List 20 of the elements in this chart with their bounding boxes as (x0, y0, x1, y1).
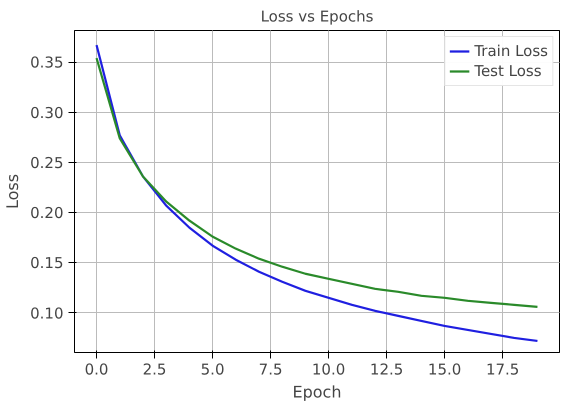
y-axis-title: Loss (3, 174, 22, 210)
chart-title: Loss vs Epochs (260, 8, 374, 26)
y-tick-label: 0.35 (30, 54, 64, 72)
x-tick-label: 12.5 (370, 360, 404, 378)
y-tick-label: 0.20 (30, 204, 64, 222)
legend-label: Train Loss (474, 42, 548, 60)
x-axis-title: Epoch (292, 382, 342, 402)
x-tick-label: 0.0 (84, 360, 108, 378)
x-tick-label: 10.0 (312, 360, 346, 378)
y-tick-label: 0.15 (30, 254, 64, 272)
x-tick-label: 15.0 (428, 360, 462, 378)
legend-label: Test Loss (474, 62, 542, 80)
x-tick-label: 2.5 (142, 360, 166, 378)
x-tick-label: 7.5 (258, 360, 283, 378)
y-tick-label: 0.10 (30, 304, 64, 322)
y-tick-label: 0.25 (30, 154, 64, 172)
y-tick-label: 0.30 (30, 104, 64, 122)
x-tick-label: 5.0 (200, 360, 225, 378)
x-tick-label: 17.5 (486, 360, 520, 378)
line-series (95, 56, 539, 308)
